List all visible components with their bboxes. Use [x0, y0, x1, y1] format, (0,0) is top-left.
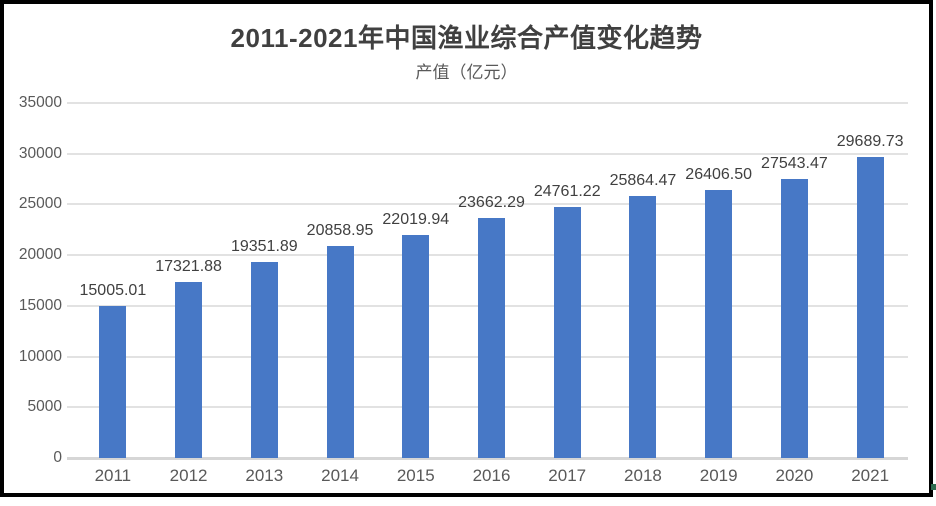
x-tick-label: 2013	[245, 466, 284, 485]
y-tick-label: 20000	[18, 246, 62, 264]
x-tick-label: 2012	[169, 466, 208, 485]
bar-value-label: 17321.88	[155, 258, 222, 276]
bar-value-label: 23662.29	[458, 193, 525, 211]
bar-value-label: 22019.94	[382, 210, 450, 228]
bar-value-label: 29689.73	[836, 132, 904, 150]
gridline	[67, 102, 908, 104]
bar-value-label: 27543.47	[761, 154, 828, 172]
bar-value-label: 19351.89	[230, 237, 298, 255]
y-tick-label: 5000	[27, 398, 62, 416]
x-tick-label: 2015	[396, 466, 435, 485]
x-tick-label: 2021	[851, 466, 890, 485]
bar-value-label: 15005.01	[79, 281, 147, 299]
y-tick-label: 30000	[18, 144, 62, 162]
bar-value-label: 25864.47	[609, 171, 677, 189]
bar-value-label: 26406.50	[685, 166, 753, 184]
chart-subtitle: 产值（亿元）	[415, 63, 518, 82]
bar-2018	[629, 195, 657, 458]
bar-2021	[856, 156, 884, 458]
x-tick-label: 2011	[94, 466, 132, 485]
x-axis-line	[67, 457, 908, 460]
bar-2016	[478, 217, 505, 458]
chart-title: 2011-2021年中国渔业综合产值变化趋势	[230, 23, 703, 53]
y-tick-label: 15000	[18, 296, 62, 314]
bar-2019	[705, 190, 733, 458]
y-tick-label: 25000	[18, 195, 62, 213]
y-tick-label: 10000	[18, 347, 62, 365]
x-tick-label: 2018	[624, 466, 662, 485]
x-tick-label: 2019	[699, 466, 738, 485]
gridline	[67, 152, 908, 155]
y-tick-label: 35000	[18, 94, 62, 111]
bar-2014	[326, 246, 354, 458]
bar-2013	[250, 261, 278, 458]
bar-value-label: 20858.95	[306, 222, 374, 240]
gridline	[67, 203, 908, 206]
bar-value-label: 24761.22	[533, 182, 601, 200]
bar-2011	[99, 305, 127, 458]
bar-2015	[402, 234, 430, 458]
x-tick-label: 2017	[548, 466, 587, 485]
x-tick-label: 2014	[321, 466, 359, 485]
x-tick-label: 2020	[775, 466, 814, 485]
spreadsheet-edge-fragment	[931, 484, 936, 490]
bar-2020	[780, 178, 808, 458]
x-tick-label: 2016	[472, 466, 511, 485]
bar-2017	[553, 206, 581, 458]
bar-2012	[175, 282, 203, 458]
y-tick-label: 0	[53, 449, 62, 466]
